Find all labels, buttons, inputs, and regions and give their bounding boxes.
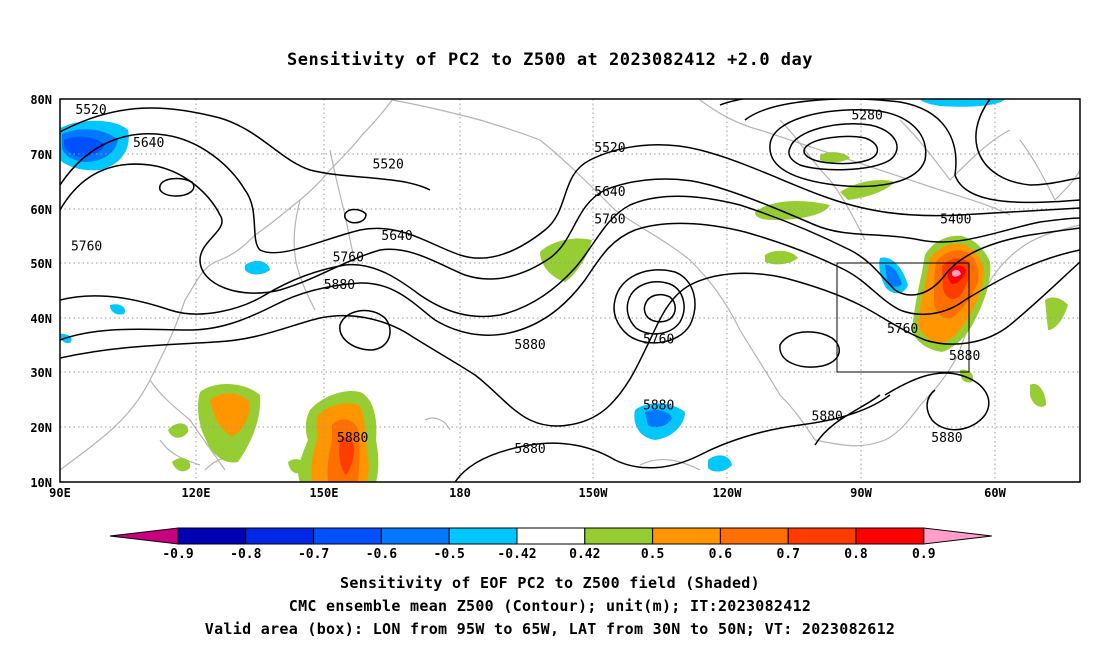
contour-label: 5880	[324, 278, 355, 293]
lat-label: 60N	[30, 203, 52, 217]
chart-title: Sensitivity of PC2 to Z500 at 2023082412…	[286, 50, 813, 70]
lat-label: 10N	[30, 476, 52, 490]
plot-frame	[59, 98, 1081, 483]
lon-label: 120W	[713, 486, 743, 500]
colorbar-label: 0.42	[569, 547, 600, 562]
colorbar-swatch	[245, 527, 315, 545]
contour-label: 5880	[514, 442, 545, 457]
caption-valid-area: Valid area (box): LON from 95W to 65W, L…	[204, 620, 896, 638]
colorbar-right-arrow	[923, 527, 992, 545]
colorbar-swatch	[652, 527, 721, 545]
colorbar-label: 0.9	[912, 547, 935, 562]
contour-label: 5760	[643, 333, 674, 348]
contour-label: 5760	[887, 322, 918, 337]
sensitivity-shading	[60, 99, 1068, 482]
colorbar-swatch	[177, 527, 247, 545]
colorbar-label: -0.42	[497, 547, 536, 562]
lon-label: 60W	[984, 486, 1006, 500]
colorbar-label: -0.7	[298, 547, 329, 562]
z500-contours	[60, 99, 1080, 482]
colorbar-label: 0.7	[776, 547, 799, 562]
valid-area-box	[836, 262, 970, 373]
contour-label: 5520	[373, 158, 404, 173]
contour-label: 5880	[337, 431, 368, 446]
colorbar-label: 0.8	[844, 547, 868, 562]
contour-labels: 5520 5640 5520 5520 5280 5640 5760 5400 5640 5760…	[71, 103, 980, 457]
colorbar-label: 0.6	[709, 547, 733, 562]
contour-label: 5520	[75, 103, 106, 118]
contour-label: 5880	[812, 409, 843, 424]
lon-label: 150W	[579, 486, 609, 500]
caption-shaded: Sensitivity of EOF PC2 to Z500 field (Sh…	[340, 574, 760, 592]
colorbar-left-arrow	[109, 527, 179, 545]
colorbar-swatch	[719, 527, 789, 545]
contour-label: 5880	[949, 349, 980, 364]
colorbar-swatch	[448, 527, 518, 545]
colorbar-label: 0.5	[641, 547, 664, 562]
contour-label: 5880	[643, 398, 674, 413]
contour-label: 5760	[71, 240, 102, 255]
colorbar-label: -0.6	[366, 547, 397, 562]
lat-label: 30N	[30, 366, 52, 380]
colorbar-swatch	[313, 527, 382, 545]
contour-label: 5400	[940, 212, 971, 227]
lon-label: 90E	[49, 486, 71, 500]
contour-label: 5760	[333, 251, 364, 266]
colorbar-swatch	[516, 527, 586, 545]
grid-lines	[60, 99, 1080, 482]
contour-label: 5880	[514, 338, 545, 353]
lon-axis-labels: 90E 120E 150E 180 150W 120W 90W 60W	[49, 486, 1006, 500]
contour-5280	[788, 122, 898, 171]
colorbar-swatch	[787, 527, 857, 545]
lon-label: 120E	[182, 486, 211, 500]
lat-label: 70N	[30, 148, 52, 162]
colorbar-swatch	[380, 527, 450, 545]
contour-label: 5880	[931, 431, 962, 446]
color-bar: -0.9 -0.8 -0.7 -0.6 -0.5 -0.42 0.42 0.5 0.6 0.7 0.…	[109, 527, 992, 562]
colorbar-swatch	[584, 527, 654, 545]
lat-label: 20N	[30, 421, 52, 435]
lon-label: 180	[449, 486, 471, 500]
colorbar-label: -0.8	[230, 547, 261, 562]
contour-label: 5640	[594, 185, 625, 200]
lat-label: 50N	[30, 257, 52, 271]
lon-label: 150E	[310, 486, 339, 500]
lon-label: 90W	[850, 486, 872, 500]
lat-axis-labels: 80N 70N 60N 50N 40N 30N 20N 10N	[30, 93, 52, 490]
contour-label: 5520	[594, 141, 625, 156]
colorbar-label: -0.9	[162, 547, 193, 562]
caption-contour: CMC ensemble mean Z500 (Contour); unit(m…	[288, 597, 812, 615]
contour-label: 5640	[133, 136, 164, 151]
colorbar-swatch	[855, 527, 925, 545]
contour-label: 5640	[381, 229, 412, 244]
contour-label: 5760	[594, 212, 625, 227]
colorbar-label: -0.5	[434, 547, 465, 562]
contour-label: 5280	[851, 108, 882, 123]
lat-label: 40N	[30, 312, 52, 326]
lat-label: 80N	[30, 93, 52, 107]
